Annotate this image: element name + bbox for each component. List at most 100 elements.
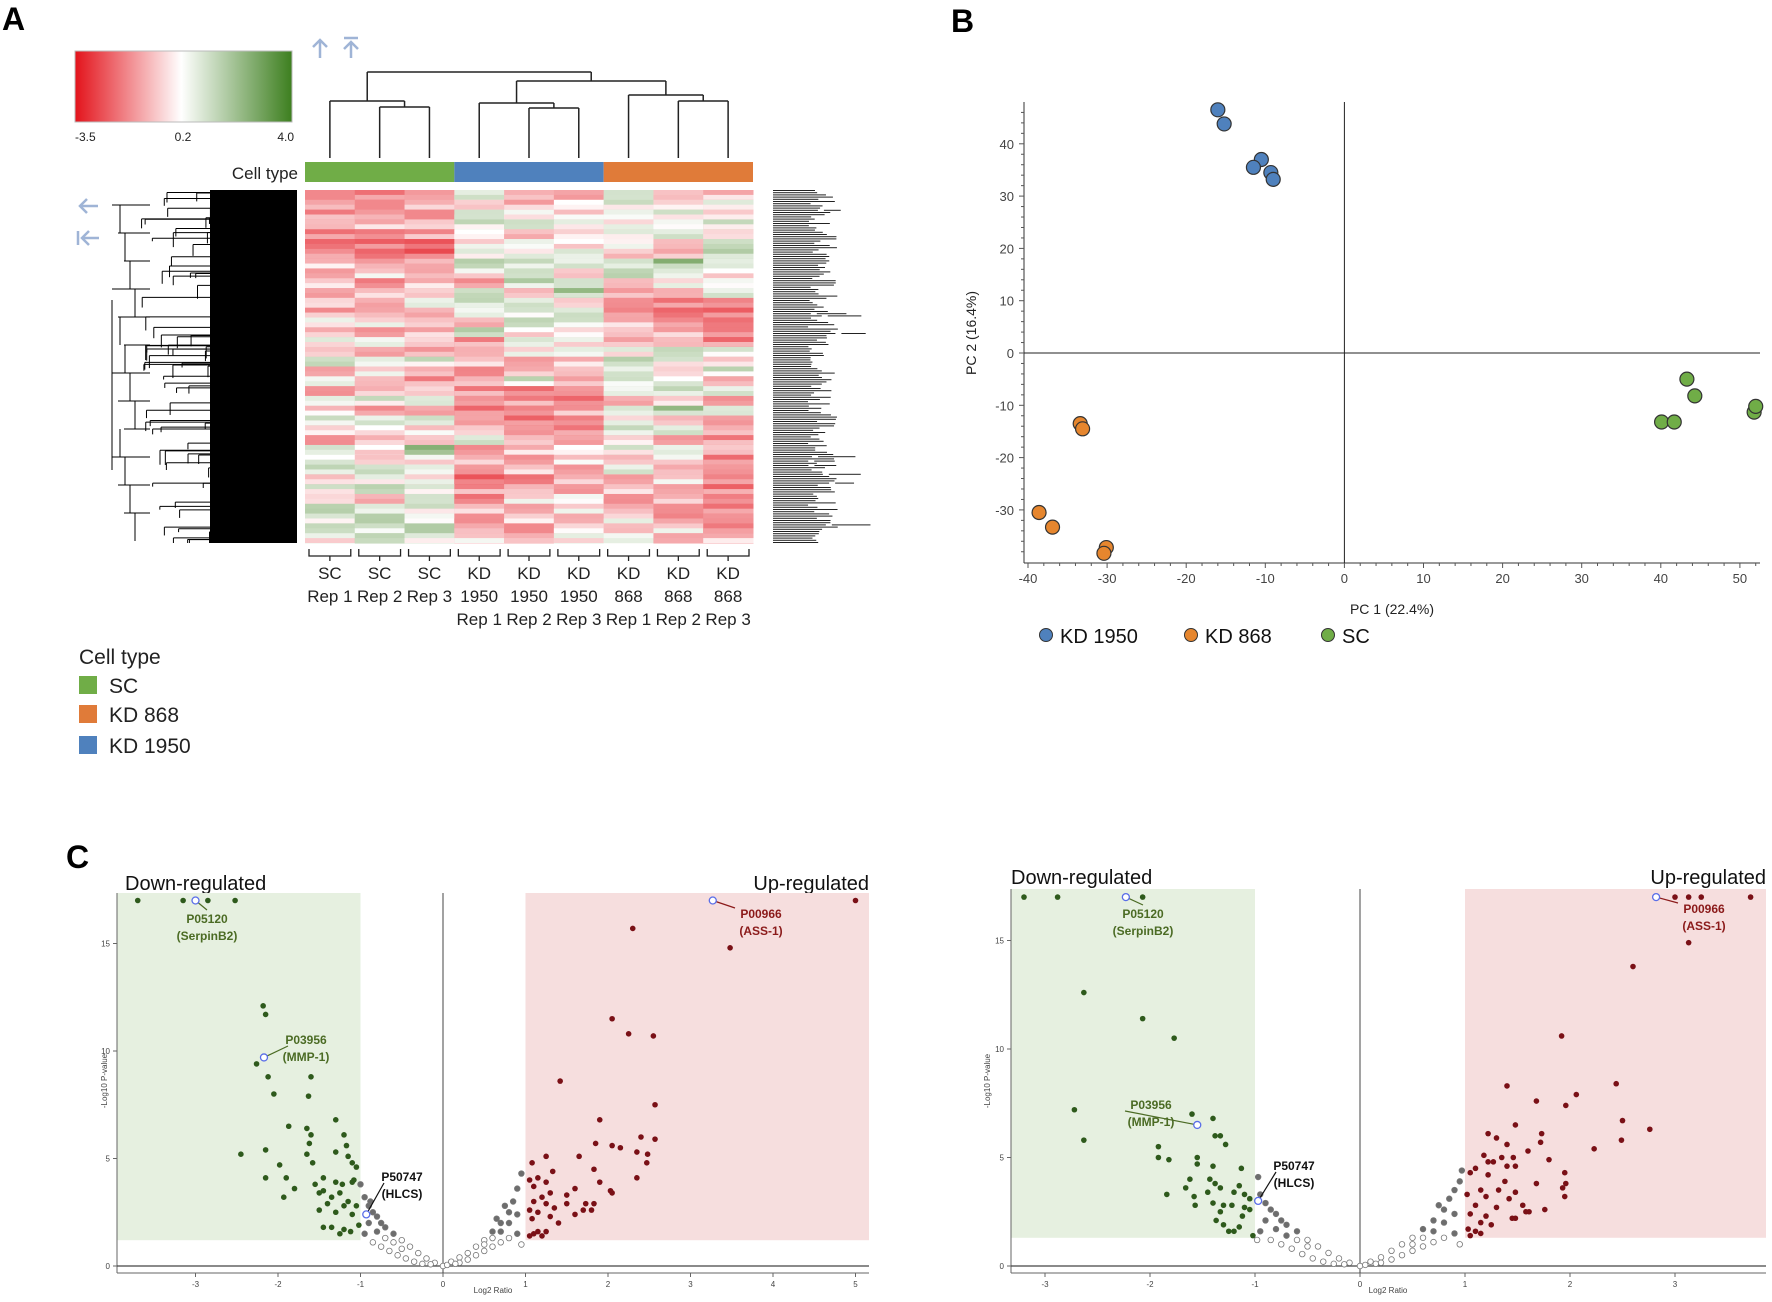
volcano-point-ns xyxy=(509,1198,517,1205)
row-label xyxy=(773,260,830,262)
volcano-point-ns xyxy=(1267,1206,1274,1213)
volcano-point-down xyxy=(339,1181,346,1188)
heatmap-cell xyxy=(553,243,605,249)
x-tick-label: -3 xyxy=(1041,1280,1049,1289)
column-label: KD xyxy=(517,564,541,583)
heatmap-cell xyxy=(553,194,605,200)
volcano-point-ns xyxy=(514,1211,521,1218)
volcano-point-up xyxy=(1537,1139,1544,1146)
volcano-point-up xyxy=(543,1179,549,1185)
expand-leftmost-icon[interactable] xyxy=(76,230,99,246)
heatmap-cell xyxy=(504,351,555,357)
volcano-point-down xyxy=(349,1179,356,1185)
row-label xyxy=(773,436,811,438)
row-label xyxy=(773,361,813,363)
volcano-point-up xyxy=(1525,1148,1531,1154)
annotation-name: (MMP-1) xyxy=(1128,1115,1175,1129)
row-label xyxy=(773,467,825,469)
heatmap-cell xyxy=(553,341,605,347)
y-tick-label: 20 xyxy=(1000,241,1014,256)
cell-type-segment xyxy=(454,162,604,182)
volcano-point-up xyxy=(1493,1204,1500,1211)
x-tick-label: 40 xyxy=(1654,571,1668,586)
volcano-point-up xyxy=(530,1183,537,1190)
volcano-point-up xyxy=(1685,939,1692,946)
heatmap-cell xyxy=(603,263,654,269)
heatmap-cell xyxy=(603,371,654,377)
row-label xyxy=(773,337,827,339)
row-label xyxy=(773,454,834,455)
volcano-point-ns xyxy=(452,1260,459,1268)
volcano-point-up xyxy=(543,1153,549,1160)
expand-top-icon[interactable] xyxy=(343,36,359,58)
volcano-point-up xyxy=(1546,1156,1552,1163)
heatmap-cell xyxy=(703,508,754,514)
legend-label-kd1950: KD 1950 xyxy=(109,735,191,758)
row-label xyxy=(773,201,835,202)
expand-left-icon[interactable] xyxy=(78,198,98,214)
down-regulated-region xyxy=(1011,889,1255,1238)
x-tick-label: -30 xyxy=(1098,571,1117,586)
volcano-point-down xyxy=(320,1187,327,1194)
volcano-point-up xyxy=(1512,1163,1519,1169)
heatmap-cell xyxy=(703,214,754,220)
volcano-point-down xyxy=(316,1207,323,1213)
column-label: Rep 3 xyxy=(705,610,750,629)
volcano-point-down xyxy=(1212,1133,1218,1139)
volcano-point-down xyxy=(1246,1206,1253,1213)
row-label xyxy=(773,517,817,519)
volcano-point-down xyxy=(308,1074,314,1080)
heatmap-cell xyxy=(454,489,505,494)
heatmap-cell xyxy=(703,253,754,259)
heatmap-cell xyxy=(653,538,704,543)
heatmap-cell xyxy=(504,253,555,259)
legend-swatch-sc xyxy=(79,676,97,694)
heatmap-cell xyxy=(404,322,455,328)
volcano-point-ns xyxy=(501,1202,509,1209)
row-label xyxy=(773,295,838,297)
volcano-point-ns xyxy=(390,1230,397,1237)
row-label xyxy=(773,504,809,506)
volcano-point-up xyxy=(535,1209,541,1216)
heatmap-cell xyxy=(354,410,406,416)
row-label xyxy=(773,403,830,405)
highlighted-point xyxy=(362,1210,371,1219)
row-label xyxy=(773,465,809,466)
row-label xyxy=(773,405,809,407)
row-label xyxy=(773,339,817,341)
volcano-point-up xyxy=(1538,1130,1545,1137)
heatmap-cell xyxy=(703,518,754,524)
heatmap-cell xyxy=(354,332,406,338)
heatmap-cell xyxy=(603,489,654,494)
x-tick-label: 3 xyxy=(688,1280,693,1289)
down-regulated-label: Down-regulated xyxy=(125,873,266,895)
heatmap-cell xyxy=(553,420,605,426)
annotation-leader xyxy=(365,1182,385,1215)
heatmap-cell xyxy=(305,508,356,514)
volcano-point-down xyxy=(180,897,186,904)
heatmap-cell xyxy=(404,351,455,357)
volcano-point-up xyxy=(1472,1228,1479,1235)
legend-marker-sc xyxy=(1321,628,1335,642)
row-dendrogram xyxy=(111,190,297,543)
row-label xyxy=(773,535,816,537)
y-tick-label: -20 xyxy=(995,451,1014,466)
heatmap-cell xyxy=(454,263,505,269)
volcano-point-up xyxy=(1472,1202,1479,1209)
volcano-point-up xyxy=(1747,894,1754,900)
heatmap-cell xyxy=(703,440,754,445)
y-tick-label: -30 xyxy=(995,503,1014,518)
row-label xyxy=(773,319,818,321)
volcano-plot-1: Down-regulated Up-regulated Log2 Ratio -… xyxy=(100,873,869,1295)
volcano-point-up xyxy=(1510,1154,1517,1161)
highlighted-point xyxy=(1121,892,1130,902)
pca-point-sc xyxy=(1679,371,1695,387)
volcano-point-ns xyxy=(1254,1173,1262,1181)
row-label xyxy=(773,284,834,286)
expand-up-icon[interactable] xyxy=(312,38,328,58)
row-label xyxy=(773,443,809,444)
heatmap-cell xyxy=(305,430,356,436)
heatmap-cell xyxy=(454,361,505,367)
volcano-point-up xyxy=(1563,1102,1569,1109)
heatmap-cell xyxy=(404,469,455,475)
